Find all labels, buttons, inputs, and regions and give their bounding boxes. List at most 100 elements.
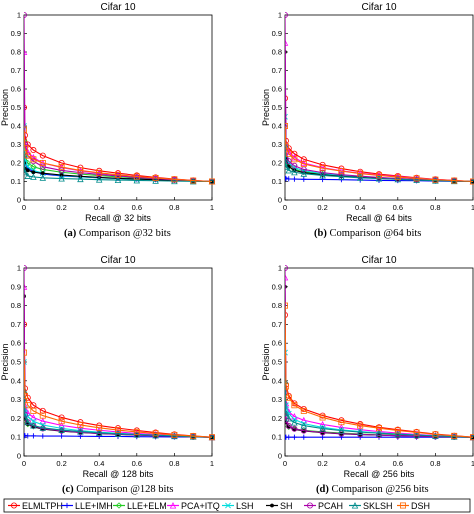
caption-text: Comparison @32 bits: [76, 228, 171, 239]
point-sklsh: [189, 177, 197, 185]
point-dsh: [24, 126, 27, 133]
point-sklsh: [285, 163, 290, 170]
point-dsh: [115, 427, 122, 434]
point-sklsh: [39, 424, 47, 431]
point-dsh: [413, 175, 420, 182]
series-line-pcah: [285, 267, 474, 438]
point-pca-itq: [24, 48, 28, 55]
point-dsh: [96, 424, 103, 431]
point-elmltph: [58, 414, 65, 421]
y-tick-label: 0.3: [272, 140, 282, 149]
point-dsh: [24, 392, 28, 399]
point-pcah: [338, 171, 345, 178]
point-dsh: [152, 430, 159, 437]
legend-item-lle-imh: LLE+IMH: [61, 501, 113, 511]
x-tick-label: 1: [471, 203, 474, 212]
y-tick-label: 1: [278, 264, 282, 273]
y-tick-label: 0.4: [272, 122, 282, 131]
legend-label: ELMLTPH: [22, 501, 63, 511]
point-legend-pca-itq: [169, 502, 177, 509]
x-tick-label: 0: [22, 203, 26, 212]
y-tick-label: 0.5: [272, 103, 282, 112]
x-tick-label: 0.4: [94, 203, 104, 212]
point-dsh: [413, 429, 420, 436]
x-tick-label: 0: [22, 459, 26, 468]
x-tick-label: 1: [471, 459, 474, 468]
point-lsh: [24, 156, 28, 163]
legend-label: LLE+ELM: [127, 501, 167, 511]
panel-caption: (c) Comparison @128 bits: [62, 484, 173, 495]
point-sklsh: [39, 174, 47, 181]
x-tick-label: 0.2: [56, 459, 66, 468]
legend-label: SKLSH: [363, 501, 393, 511]
point-sklsh: [24, 418, 32, 426]
x-tick-label: 1: [210, 459, 214, 468]
x-tick-label: 0.2: [317, 459, 327, 468]
y-tick-label: 0.8: [272, 301, 282, 310]
series-line-elmltph: [24, 324, 213, 438]
y-tick-label: 0.6: [11, 85, 21, 94]
point-sh: [31, 170, 36, 175]
point-sklsh: [338, 427, 345, 434]
series-line-dsh: [24, 129, 213, 183]
x-tick-label: 0.8: [169, 459, 179, 468]
point-dsh: [30, 407, 37, 414]
caption-text: Comparison @256 bits: [329, 484, 429, 495]
series-line-dsh: [24, 352, 213, 438]
point-legend-lsh: [225, 502, 231, 509]
x-tick-label: 0.2: [317, 203, 327, 212]
y-tick-label: 0.8: [11, 301, 21, 310]
point-legend-sklsh: [351, 502, 359, 509]
chart-panel-1: Cifar 10 0 0.2 0.4 0.6 0.8 1 0 0.1 0.2 0.3 0.4 0.5 0.…: [0, 2, 216, 223]
y-tick-label: 0: [17, 452, 21, 461]
point-legend-pcah: [306, 502, 313, 509]
point-elmltph: [24, 321, 27, 328]
legend-item-sh: SH: [266, 501, 293, 511]
point-sklsh: [114, 176, 122, 184]
y-axis-label: Precision: [0, 343, 10, 380]
point-pca-itq: [24, 283, 28, 290]
point-dsh: [208, 178, 215, 185]
point-lle-imh: [286, 434, 292, 440]
point-dsh: [152, 174, 159, 181]
x-tick-label: 0.6: [132, 459, 142, 468]
point-dsh: [285, 150, 292, 157]
series-group: [24, 265, 216, 441]
y-tick-label: 0.4: [11, 376, 21, 385]
point-dsh: [39, 412, 46, 419]
y-tick-label: 0.5: [11, 358, 21, 367]
x-tick-label: 0.4: [355, 459, 365, 468]
legend-item-pca-itq: PCA+ITQ: [167, 501, 220, 511]
point-dsh: [190, 177, 197, 184]
point-dsh: [285, 394, 292, 401]
series-line-dsh: [285, 125, 474, 183]
point-lle-imh: [301, 434, 307, 440]
point-dsh: [291, 156, 298, 163]
y-tick-label: 0.7: [272, 66, 282, 75]
y-tick-label: 1: [17, 11, 21, 20]
caption-label: (c): [62, 484, 74, 495]
point-sklsh: [432, 432, 439, 439]
legend-item-sklsh: SKLSH: [349, 501, 393, 511]
point-lle-elm: [24, 137, 28, 144]
y-tick-label: 0.1: [11, 177, 21, 186]
panel-caption: (b) Comparison @64 bits: [314, 228, 421, 239]
point-pcah: [291, 425, 298, 432]
y-tick-label: 1: [17, 264, 21, 273]
point-dsh: [357, 170, 364, 177]
point-dsh: [58, 418, 65, 425]
point-sklsh: [171, 432, 178, 440]
point-elmltph: [30, 147, 37, 154]
point-sklsh: [319, 425, 326, 432]
point-dsh: [432, 431, 439, 438]
point-sklsh: [285, 409, 290, 416]
point-dsh: [394, 427, 401, 434]
point-lle-imh: [291, 176, 297, 182]
y-tick-label: 0.7: [11, 320, 21, 329]
point-dsh: [432, 176, 439, 183]
point-elmltph: [24, 104, 27, 111]
point-lle-imh: [285, 175, 288, 181]
point-pcah: [285, 422, 292, 429]
legend-label: SH: [280, 501, 293, 511]
point-dsh: [171, 431, 178, 438]
